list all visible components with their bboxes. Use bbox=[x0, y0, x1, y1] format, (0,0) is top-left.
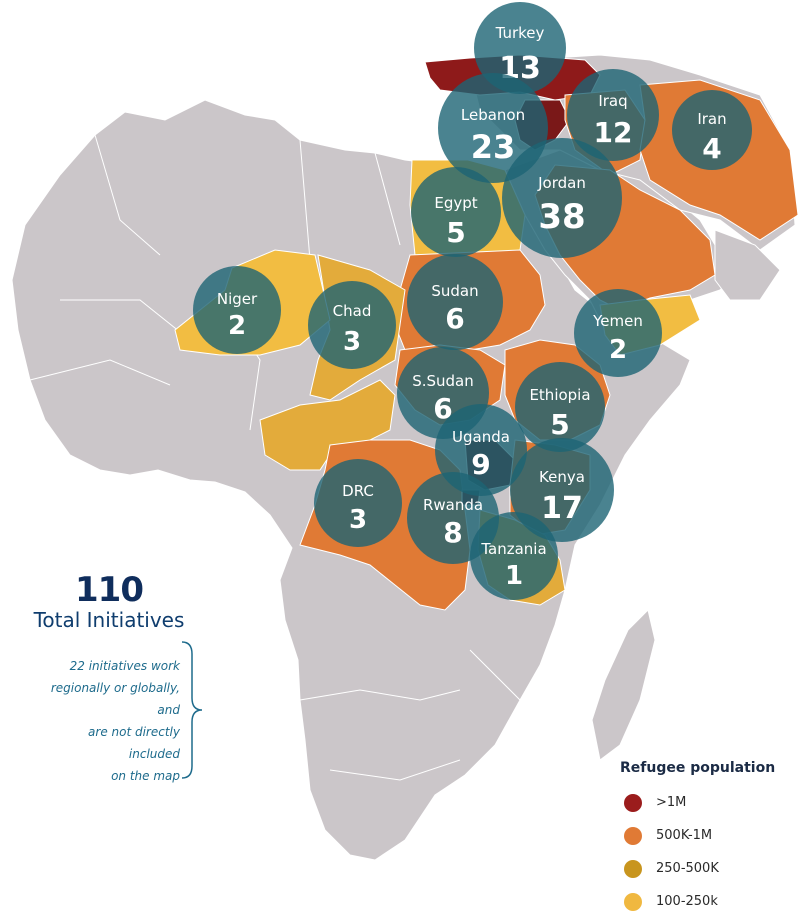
bubble-ethiopia-circle bbox=[515, 362, 605, 452]
bubble-niger-count: 2 bbox=[228, 311, 246, 341]
bubble-sudan: Sudan 6 bbox=[407, 254, 503, 350]
bubble-sudan-circle bbox=[407, 254, 503, 350]
bubble-yemen: Yemen 2 bbox=[574, 289, 662, 377]
bubble-tanzania-count: 1 bbox=[505, 561, 523, 591]
bubble-sudan-name: Sudan bbox=[431, 282, 478, 300]
bubble-kenya-circle bbox=[510, 438, 614, 542]
bubble-niger-name: Niger bbox=[217, 290, 258, 308]
bubble-turkey-circle bbox=[474, 2, 566, 94]
legend-label: 250-500K bbox=[656, 861, 719, 876]
bubble-s-sudan-name: S.Sudan bbox=[412, 372, 474, 390]
bubble-yemen-name: Yemen bbox=[592, 312, 643, 330]
bubble-tanzania-name: Tanzania bbox=[480, 540, 546, 558]
madagascar bbox=[591, 609, 656, 761]
legend-item: 100-250k bbox=[620, 885, 795, 918]
legend-label: >1M bbox=[656, 795, 687, 810]
regional-note: 22 initiatives work regionally or global… bbox=[40, 655, 180, 787]
initiative-bubbles: Turkey 13 Lebanon 23 Iraq 12 Iran 4 Jord… bbox=[193, 2, 752, 600]
bubble-lebanon-name: Lebanon bbox=[461, 106, 525, 124]
legend-label: 500K-1M bbox=[656, 828, 713, 843]
bubble-chad-name: Chad bbox=[333, 302, 372, 320]
bubble-turkey: Turkey 13 bbox=[474, 2, 566, 94]
bubble-niger-circle bbox=[193, 266, 281, 354]
bubble-drc-count: 3 bbox=[349, 505, 367, 535]
legend-item: 500K-1M bbox=[620, 819, 795, 852]
oman-landmass bbox=[714, 229, 781, 301]
bubble-rwanda-name: Rwanda bbox=[423, 496, 483, 514]
bubble-iran-name: Iran bbox=[697, 110, 726, 128]
bubble-kenya-count: 17 bbox=[541, 491, 583, 526]
bubble-iran: Iran 4 bbox=[672, 90, 752, 170]
bubble-uganda-name: Uganda bbox=[452, 428, 510, 446]
bubble-kenya: Kenya 17 bbox=[510, 438, 614, 542]
bubble-iraq: Iraq 12 bbox=[567, 69, 659, 161]
regional-note-line: 22 initiatives work bbox=[69, 659, 180, 673]
bubble-iran-count: 4 bbox=[702, 132, 721, 165]
legend-swatch bbox=[624, 793, 642, 812]
legend-item: >1M bbox=[620, 786, 795, 819]
bubble-turkey-name: Turkey bbox=[495, 24, 545, 42]
bubble-rwanda-count: 8 bbox=[443, 516, 462, 549]
bubble-chad: Chad 3 bbox=[308, 281, 396, 369]
total-initiatives-label: Total Initiatives bbox=[33, 608, 185, 632]
curly-brace-icon bbox=[181, 641, 203, 779]
bubble-iraq-name: Iraq bbox=[598, 92, 627, 110]
bubble-tanzania-circle bbox=[470, 512, 558, 600]
bubble-yemen-circle bbox=[574, 289, 662, 377]
bubble-sudan-count: 6 bbox=[445, 302, 464, 335]
bubble-tanzania: Tanzania 1 bbox=[470, 512, 558, 600]
bubble-chad-circle bbox=[308, 281, 396, 369]
legend-label: 100-250k bbox=[656, 894, 718, 909]
bubble-s-sudan-count: 6 bbox=[433, 392, 452, 425]
regional-note-line: are not directly included bbox=[88, 725, 180, 761]
bubble-ethiopia-count: 5 bbox=[550, 408, 569, 441]
bubble-jordan-name: Jordan bbox=[537, 174, 586, 192]
total-initiatives-block: 110 Total Initiatives bbox=[24, 572, 194, 632]
bubble-lebanon-count: 23 bbox=[471, 128, 516, 166]
legend-item: 250-500K bbox=[620, 852, 795, 885]
bubble-niger: Niger 2 bbox=[193, 266, 281, 354]
legend-swatch bbox=[624, 859, 642, 878]
bubble-egypt: Egypt 5 bbox=[411, 167, 501, 257]
cameroon-car-fill bbox=[259, 379, 396, 471]
bubble-ethiopia-name: Ethiopia bbox=[529, 386, 590, 404]
legend-title: Refugee population bbox=[620, 760, 776, 776]
legend-swatch bbox=[624, 892, 642, 911]
legend-swatch bbox=[624, 826, 642, 845]
bubble-jordan-circle bbox=[502, 138, 622, 258]
bubble-iraq-count: 12 bbox=[594, 116, 633, 149]
total-initiatives-count: 110 bbox=[75, 570, 144, 610]
bubble-egypt-count: 5 bbox=[446, 216, 465, 249]
bubble-drc-circle bbox=[314, 459, 402, 547]
bubble-drc: DRC 3 bbox=[314, 459, 402, 547]
bubble-jordan: Jordan 38 bbox=[502, 138, 622, 258]
bubble-egypt-circle bbox=[411, 167, 501, 257]
regional-note-line: on the map bbox=[111, 769, 180, 783]
bubble-kenya-name: Kenya bbox=[539, 468, 585, 486]
bubble-drc-name: DRC bbox=[342, 482, 374, 500]
bubble-egypt-name: Egypt bbox=[434, 194, 477, 212]
bubble-chad-count: 3 bbox=[343, 327, 361, 357]
bubble-ethiopia: Ethiopia 5 bbox=[515, 362, 605, 452]
bubble-jordan-count: 38 bbox=[538, 197, 585, 237]
legend: Refugee population >1M 500K-1M 250-500K … bbox=[620, 760, 795, 918]
bubble-uganda-count: 9 bbox=[471, 448, 490, 481]
regional-note-line: regionally or globally, and bbox=[50, 681, 180, 717]
bubble-yemen-count: 2 bbox=[609, 335, 627, 365]
bubble-iran-circle bbox=[672, 90, 752, 170]
bubble-iraq-circle bbox=[567, 69, 659, 161]
